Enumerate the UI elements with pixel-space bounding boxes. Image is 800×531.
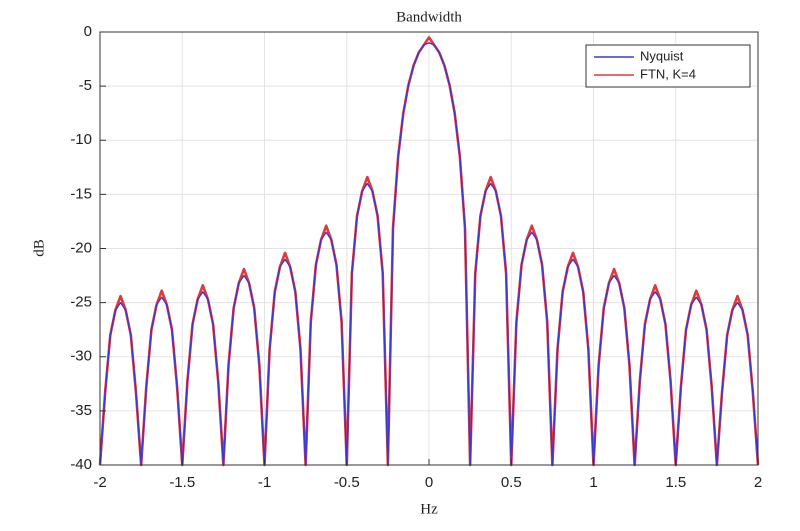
y-tick-label: 0: [84, 23, 92, 40]
x-tick-label: 0: [425, 474, 433, 491]
x-tick-label: 1.5: [665, 474, 686, 491]
legend: Nyquist FTN, K=4: [585, 44, 751, 88]
legend-box: [585, 44, 751, 88]
x-tick-label: -0.5: [334, 474, 360, 491]
chart-title: Bandwidth: [396, 9, 462, 25]
x-tick-label: -1.5: [169, 474, 195, 491]
y-tick-label: -30: [70, 348, 92, 365]
x-tick-label: 2: [754, 474, 762, 491]
lines: [98, 36, 760, 467]
y-tick-label: -25: [70, 294, 92, 311]
series-line: [99, 42, 759, 466]
legend-label: FTN, K=4: [640, 66, 696, 81]
x-tick-label: -2: [93, 474, 106, 491]
y-axis-label: dB: [31, 239, 47, 257]
y-tick-label: -15: [70, 185, 92, 202]
x-axis-label: Hz: [420, 501, 438, 517]
y-tick-label: -20: [70, 239, 92, 256]
y-tick-label: -35: [70, 402, 92, 419]
x-tick-label: 1: [589, 474, 597, 491]
x-tick-label: -1: [258, 474, 271, 491]
y-tick-label: -10: [70, 131, 92, 148]
x-tick-label: 0.5: [501, 474, 522, 491]
y-tick-label: -5: [79, 77, 92, 94]
y-tick-label: -40: [70, 456, 92, 473]
ticks: -2 -1.5 -1 -0.5 0 0.5 1 1.5 2 0 -5 -10 -15 -20 -25 -30 -…: [70, 23, 762, 491]
legend-label: Nyquist: [640, 48, 684, 63]
